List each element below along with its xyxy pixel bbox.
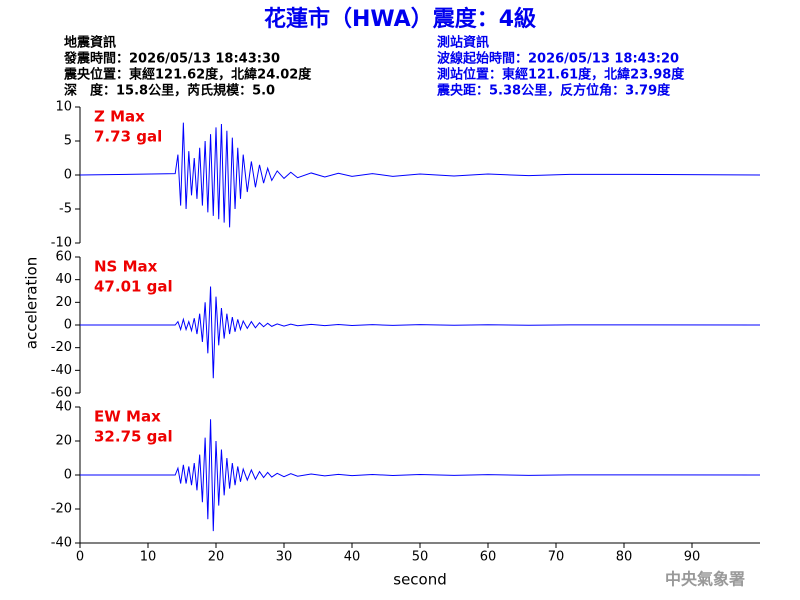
y-tick-label: -40 <box>51 363 72 378</box>
x-tick-label: 10 <box>140 550 157 565</box>
y-tick-label: -10 <box>51 236 72 251</box>
trace <box>80 286 761 379</box>
info-right: 測站資訊 <box>437 35 489 51</box>
info-right: 震央距：5.38公里，反方位角：3.79度 <box>436 83 671 99</box>
x-tick-label: 60 <box>480 550 497 565</box>
y-tick-label: 40 <box>55 400 72 415</box>
y-tick-label: 0 <box>64 318 72 333</box>
y-tick-label: 40 <box>55 272 72 287</box>
x-tick-label: 30 <box>276 550 293 565</box>
info-right: 波線起始時間：2026/05/13 18:43:20 <box>437 51 679 67</box>
x-tick-label: 20 <box>208 550 225 565</box>
x-tick-label: 90 <box>684 550 701 565</box>
trace-max: 32.75 gal <box>94 428 173 446</box>
footer: 中央氣象署 <box>665 570 745 589</box>
y-tick-label: 10 <box>55 100 72 115</box>
info-left: 深 度：15.8公里，芮氏規模：5.0 <box>64 83 275 99</box>
y-tick-label: 0 <box>64 468 72 483</box>
y-tick-label: 0 <box>64 168 72 183</box>
trace-label: EW Max <box>94 408 161 426</box>
y-axis-label: acceleration <box>23 257 41 349</box>
y-tick-label: -20 <box>51 340 72 355</box>
y-tick-label: -5 <box>59 202 72 217</box>
trace <box>79 122 761 228</box>
y-tick-label: 20 <box>55 295 72 310</box>
y-tick-label: -20 <box>51 502 72 517</box>
x-axis-label: second <box>393 571 447 589</box>
title: 花蓮市（HWA）震度：4級 <box>264 6 536 32</box>
x-tick-label: 0 <box>76 550 84 565</box>
trace <box>80 419 761 532</box>
info-left: 發震時間：2026/05/13 18:43:30 <box>63 51 280 67</box>
y-tick-label: 20 <box>55 434 72 449</box>
trace-label: Z Max <box>94 108 145 126</box>
y-tick-label: -60 <box>51 386 72 401</box>
trace-label: NS Max <box>94 258 158 276</box>
y-tick-label: 5 <box>64 134 72 149</box>
info-left: 震央位置：東經121.62度，北緯24.02度 <box>63 67 312 83</box>
info-right: 測站位置：東經121.61度，北緯23.98度 <box>437 67 685 83</box>
x-tick-label: 40 <box>344 550 361 565</box>
y-tick-label: 60 <box>55 250 72 265</box>
x-tick-label: 50 <box>412 550 429 565</box>
x-tick-label: 70 <box>548 550 565 565</box>
info-left: 地震資訊 <box>64 35 116 51</box>
x-tick-label: 80 <box>616 550 633 565</box>
y-tick-label: -40 <box>51 536 72 551</box>
trace-max: 7.73 gal <box>94 128 162 146</box>
trace-max: 47.01 gal <box>94 278 173 296</box>
